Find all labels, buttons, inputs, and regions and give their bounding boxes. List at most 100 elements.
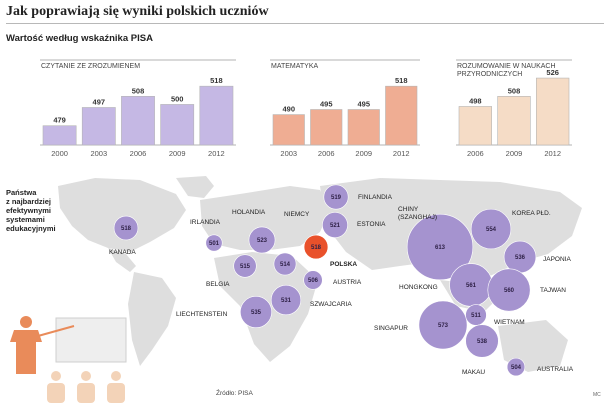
student-head xyxy=(51,371,61,381)
bar-value-label: 490 xyxy=(282,105,295,114)
bar xyxy=(272,114,305,146)
page-title: Jak poprawiają się wyniki polskich uczni… xyxy=(6,4,269,19)
teacher-pointer xyxy=(37,325,75,337)
bubble-poland xyxy=(303,234,329,260)
country-bubble xyxy=(323,184,349,210)
bar-year-label: 2009 xyxy=(355,149,372,158)
country-name-label: HONGKONG xyxy=(399,284,438,291)
country-name-label: KOREA PŁD. xyxy=(512,210,551,217)
bar-value-label: 526 xyxy=(546,68,559,77)
bubble-value-label: 538 xyxy=(477,339,488,345)
student-body xyxy=(107,383,125,403)
legend-line: Państwa xyxy=(6,188,37,197)
bar-year-label: 2006 xyxy=(318,149,335,158)
chart-subtitle: Wartość według wskaźnika PISA xyxy=(6,33,153,44)
bar xyxy=(310,109,343,146)
student-head xyxy=(111,371,121,381)
country-name-label: SZWAJCARIA xyxy=(310,301,352,308)
country-name-label: IRLANDIA xyxy=(190,219,221,226)
classroom-illustration xyxy=(10,316,127,403)
legend-line: edukacyjnymi xyxy=(6,224,56,233)
bar-value-label: 498 xyxy=(469,96,482,105)
bar-year-label: 2003 xyxy=(280,149,297,158)
country-bubble xyxy=(240,295,273,328)
bar-value-label: 500 xyxy=(171,94,184,103)
bar-year-label: 2009 xyxy=(169,149,186,158)
bar-year-label: 2000 xyxy=(51,149,68,158)
country-bubble xyxy=(418,300,468,350)
country-name-label: AUSTRALIA xyxy=(537,366,574,373)
country-name-label: JAPONIA xyxy=(543,256,571,263)
bar-year-label: 2012 xyxy=(208,149,225,158)
country-bubble xyxy=(506,357,526,377)
bar xyxy=(81,107,116,146)
bar-value-label: 508 xyxy=(132,86,145,95)
country-bubbles: 518 501 523 515 514 518 519 521 506 531 535 613 554 5… xyxy=(113,184,537,377)
author-initials: MC xyxy=(593,392,601,398)
map-south-america xyxy=(128,272,176,366)
country-name-label: POLSKA xyxy=(330,261,357,268)
panel-title: CZYTANIE ZE ZROZUMIENEM xyxy=(41,63,140,70)
bubble-value-label: 560 xyxy=(504,288,515,294)
bar-year-label: 2003 xyxy=(90,149,107,158)
bubble-value-label: 518 xyxy=(121,226,132,232)
legend-line: systemami xyxy=(6,215,45,224)
bubble-value-label: 561 xyxy=(466,283,477,289)
country-bubble xyxy=(487,268,531,312)
student-head xyxy=(81,371,91,381)
bar xyxy=(42,125,77,146)
country-bubble xyxy=(248,226,276,254)
bar-value-label: 508 xyxy=(508,86,521,95)
country-name-label: FINLANDIA xyxy=(358,194,393,201)
bar-year-label: 2012 xyxy=(393,149,410,158)
country-name-label-cont: (SZANGHAJ) xyxy=(398,214,437,221)
bubble-value-label: 613 xyxy=(435,245,446,251)
bubble-value-label: 523 xyxy=(257,238,268,244)
country-name-label: AUSTRIA xyxy=(333,279,362,286)
bar xyxy=(160,104,195,146)
bar-value-label: 495 xyxy=(320,100,333,109)
source-note: Źródło: PISA xyxy=(216,390,253,397)
country-name-label: WIETNAM xyxy=(494,319,525,326)
panel-title-line: ROZUMOWANIE W NAUKACH xyxy=(457,63,556,70)
country-name-label: KANADA xyxy=(109,249,136,256)
bubble-value-label: 504 xyxy=(511,365,522,371)
country-bubble xyxy=(465,304,487,326)
map-north-america xyxy=(58,178,186,252)
country-name-label: TAJWAN xyxy=(540,287,566,294)
bar xyxy=(497,96,531,146)
country-bubble xyxy=(322,212,348,238)
teacher-head xyxy=(20,316,32,328)
map-central-america xyxy=(108,248,136,272)
country-bubble xyxy=(406,213,474,281)
bar-year-label: 2009 xyxy=(506,149,523,158)
country-name-label: MAKAU xyxy=(462,369,485,376)
map-legend: Państwa z najbardziej efektywnymi system… xyxy=(6,188,96,233)
country-name-label: HOLANDIA xyxy=(232,209,266,216)
bubble-value-label: 518 xyxy=(311,245,322,251)
bar-year-label: 2006 xyxy=(467,149,484,158)
pisa-bar-charts: CZYTANIE ZE ZROZUMIENEM 479 2000 497 2003 508… xyxy=(40,59,572,158)
bar-value-label: 497 xyxy=(93,97,106,106)
bubble-value-label: 501 xyxy=(209,241,220,247)
bar xyxy=(347,109,380,146)
country-bubble xyxy=(270,284,302,316)
country-bubble xyxy=(303,270,323,290)
bar xyxy=(385,85,418,146)
bar-value-label: 518 xyxy=(210,76,223,85)
panel-title-line: PRZYRODNICZYCH xyxy=(457,71,522,78)
bar-value-label: 495 xyxy=(357,100,370,109)
bar-chart-panel: CZYTANIE ZE ZROZUMIENEM 479 2000 497 2003 508… xyxy=(40,59,236,158)
teacher-body xyxy=(10,330,42,374)
bubble-value-label: 536 xyxy=(515,255,526,261)
bar xyxy=(121,96,155,146)
title-divider xyxy=(6,23,604,24)
country-name-label: CHINY xyxy=(398,206,419,213)
country-bubble xyxy=(205,234,223,252)
map-greenland xyxy=(176,176,214,198)
country-bubble xyxy=(233,254,257,278)
country-bubble xyxy=(470,208,512,250)
